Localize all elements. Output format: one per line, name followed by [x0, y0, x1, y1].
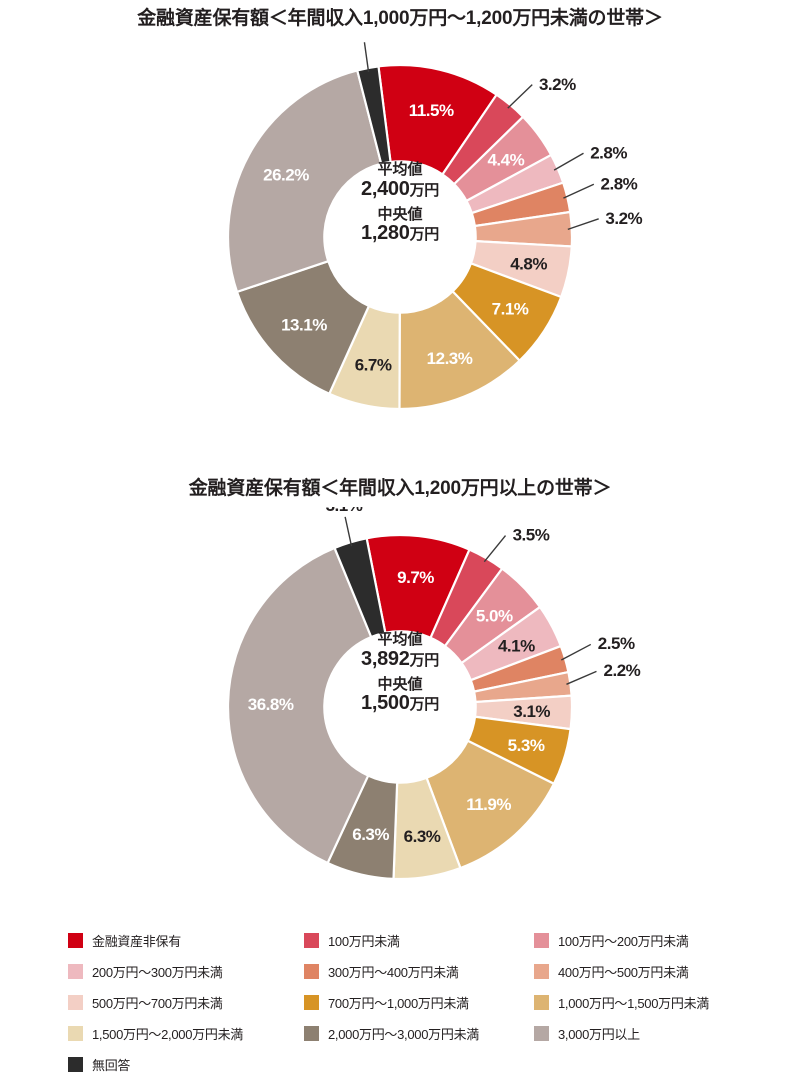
donut-chart-2: 9.7% 3.5% 5.0% 4.1% 2.5% 2.2% 3.1% 5.3% 11.9% 6.3… [226, 507, 641, 880]
pie-slice-label: 6.7% [355, 355, 392, 374]
chart-legend: 金融資産非保有 100万円未満 100万円～200万円未満 200万円～300万円未満… [68, 925, 768, 1080]
pie-slice-label: 11.9% [466, 795, 511, 814]
legend-swatch-icon [534, 995, 549, 1010]
legend-row: 200万円～300万円未満 300万円～400万円未満 400万円～500万円未満 [68, 956, 768, 987]
legend-row: 500万円～700万円未満 700万円～1,000万円未満 1,000万円～1,50… [68, 987, 768, 1018]
pie-slice-label: 2.0% [345, 37, 382, 40]
pie-slice-label: 3.1% [326, 507, 363, 515]
legend-item[interactable]: 100万円～200万円未満 [534, 925, 768, 956]
pie-slice-label: 3.2% [539, 75, 576, 94]
legend-swatch-icon [304, 933, 319, 948]
legend-label: 700万円～1,000万円未満 [328, 996, 469, 1011]
legend-swatch-icon [68, 1057, 83, 1072]
pie-slice-label: 4.8% [510, 254, 547, 273]
chart-block-2: 金融資産保有額＜年間収入1,200万円以上の世帯＞ 9.7% 3.5% 5.0% 4.… [0, 478, 800, 907]
legend-item[interactable]: 1,500万円～2,000万円未満 [68, 1018, 304, 1049]
legend-row: 1,500万円～2,000万円未満 2,000万円～3,000万円未満 3,000万… [68, 1018, 768, 1049]
legend-item[interactable]: 100万円未満 [304, 925, 534, 956]
pie-slice-label: 6.3% [404, 827, 441, 846]
legend-label: 500万円～700万円未満 [92, 996, 223, 1011]
label-leader-line [507, 83, 533, 109]
label-leader-line [563, 183, 595, 199]
chart-2-donut-wrap: 9.7% 3.5% 5.0% 4.1% 2.5% 2.2% 3.1% 5.3% 11.9% 6.3… [0, 507, 800, 907]
label-leader-line [344, 516, 353, 547]
pie-slice-label: 2.8% [590, 143, 627, 162]
pie-slice-label: 2.5% [598, 634, 635, 653]
legend-item[interactable]: 金融資産非保有 [68, 925, 304, 956]
label-leader-line [566, 670, 597, 685]
legend-swatch-icon [304, 995, 319, 1010]
label-leader-line [363, 41, 370, 72]
pie-slice-label: 12.3% [427, 349, 473, 368]
pie-slice-label: 4.4% [487, 150, 524, 169]
pie-slice-label: 3.5% [513, 525, 550, 544]
pie-slice-label: 36.8% [248, 695, 294, 714]
legend-item[interactable]: 200万円～300万円未満 [68, 956, 304, 987]
pie-slice-label: 5.0% [476, 606, 513, 625]
legend-item[interactable]: 400万円～500万円未満 [534, 956, 768, 987]
chart-2-title: 金融資産保有額＜年間収入1,200万円以上の世帯＞ [188, 478, 612, 499]
legend-label: 無回答 [92, 1058, 131, 1073]
legend-row: 無回答 [68, 1049, 768, 1080]
legend-item[interactable]: 700万円～1,000万円未満 [304, 987, 534, 1018]
legend-label: 1,500万円～2,000万円未満 [92, 1027, 243, 1042]
label-leader-line [553, 152, 584, 171]
label-leader-line [483, 534, 507, 562]
legend-item[interactable]: 3,000万円以上 [534, 1018, 768, 1049]
legend-label: 300万円～400万円未満 [328, 965, 459, 980]
pie-slice-label: 3.2% [605, 209, 642, 228]
legend-item[interactable]: 無回答 [68, 1049, 304, 1080]
legend-swatch-icon [534, 1026, 549, 1041]
legend-swatch-icon [304, 964, 319, 979]
pie-slice-label: 4.1% [498, 636, 535, 655]
legend-label: 200万円～300万円未満 [92, 965, 223, 980]
pie-slice-label: 7.1% [492, 299, 529, 318]
legend-swatch-icon [68, 933, 83, 948]
legend-swatch-icon [534, 964, 549, 979]
legend-swatch-icon [68, 995, 83, 1010]
pie-slice-label: 9.7% [397, 568, 434, 587]
legend-label: 100万円未満 [328, 934, 400, 949]
pie-slice-label: 5.3% [508, 736, 545, 755]
legend-item[interactable]: 2,000万円～3,000万円未満 [304, 1018, 534, 1049]
legend-item[interactable]: 1,000万円～1,500万円未満 [534, 987, 768, 1018]
legend-item[interactable]: 500万円～700万円未満 [68, 987, 304, 1018]
legend-row: 金融資産非保有 100万円未満 100万円～200万円未満 [68, 925, 768, 956]
pie-slice-label: 11.5% [409, 101, 454, 120]
legend-label: 2,000万円～3,000万円未満 [328, 1027, 479, 1042]
legend-item[interactable]: 300万円～400万円未満 [304, 956, 534, 987]
label-leader-line [567, 217, 599, 230]
pie-slice-label: 13.1% [281, 315, 327, 334]
chart-1-donut-wrap: 11.5% 3.2% 4.4% 2.8% 2.8% 3.2% 4.8% 7.1% 12.3% 6.… [0, 37, 800, 437]
legend-swatch-icon [68, 1026, 83, 1041]
pie-slice-label: 6.3% [352, 825, 389, 844]
label-leader-line [560, 643, 592, 661]
pie-slice-label: 3.1% [513, 702, 550, 721]
legend-label: 100万円～200万円未満 [558, 934, 689, 949]
legend-label: 400万円～500万円未満 [558, 965, 689, 980]
pie-slice-label: 26.2% [263, 165, 309, 184]
donut-chart-1: 11.5% 3.2% 4.4% 2.8% 2.8% 3.2% 4.8% 7.1% 12.3% 6.… [226, 37, 643, 410]
legend-swatch-icon [304, 1026, 319, 1041]
chart-block-1: 金融資産保有額＜年間収入1,000万円～1,200万円未満の世帯＞ 11.5% 3… [0, 8, 800, 437]
pie-slice-label: 2.2% [604, 661, 641, 680]
legend-swatch-icon [534, 933, 549, 948]
legend-label: 3,000万円以上 [558, 1027, 640, 1042]
legend-label: 金融資産非保有 [92, 934, 181, 949]
chart-1-title: 金融資産保有額＜年間収入1,000万円～1,200万円未満の世帯＞ [137, 8, 663, 29]
legend-swatch-icon [68, 964, 83, 979]
pie-slice-label: 2.8% [601, 174, 638, 193]
legend-label: 1,000万円～1,500万円未満 [558, 996, 709, 1011]
